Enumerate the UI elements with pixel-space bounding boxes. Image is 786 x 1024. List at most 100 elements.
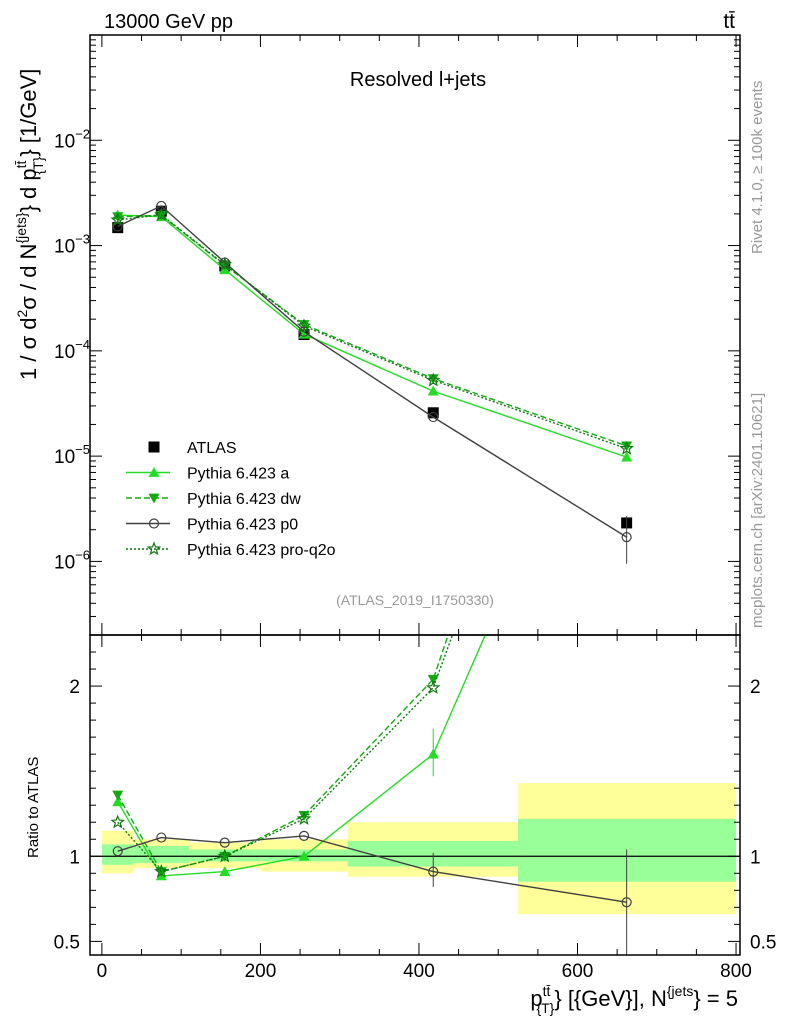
x-tick-label: 800 bbox=[720, 961, 752, 982]
x-tick-label: 0 bbox=[97, 961, 108, 982]
xlabel-sup-tt: tt̄ bbox=[543, 983, 551, 999]
point-pythia_a bbox=[298, 328, 310, 339]
process-label: tt̄ bbox=[723, 10, 735, 33]
legend-entry-pythia_p0: Pythia 6.423 p0 bbox=[126, 517, 298, 534]
ratio-y-axis-label: Ratio to ATLAS bbox=[25, 757, 42, 858]
ylabel-dp: } d p bbox=[16, 168, 41, 212]
x-axis-label: ptt̄ {T}} [{GeV}], N{jets} = 5 bbox=[530, 983, 738, 1016]
ylabel-unit: } [1/GeV] bbox=[16, 69, 41, 157]
main-y-axis-label: 1 / σ d2σ / d N{jets}} d ptt̄{T}} [1/GeV… bbox=[13, 69, 46, 380]
ratio-y-tick-label-right: 0.5 bbox=[750, 932, 776, 953]
ylabel-mid: σ / d N bbox=[16, 244, 41, 310]
ratio-point-pythia_dw bbox=[427, 674, 439, 685]
ratio-y-tick-label-left: 2 bbox=[69, 677, 80, 698]
legend-label-pythia_a: Pythia 6.423 a bbox=[187, 466, 289, 483]
xlabel-unit: } [{GeV}], N bbox=[554, 986, 667, 1011]
point-pythia_p0 bbox=[428, 411, 439, 423]
ratio-point-pythia_a bbox=[621, 306, 632, 316]
point-pythia_pro_q2o bbox=[217, 256, 233, 271]
x-tick-label: 400 bbox=[403, 961, 435, 982]
point-pythia_dw bbox=[298, 320, 310, 330]
point-pythia_a bbox=[427, 385, 439, 396]
point-pythia_pro_q2o bbox=[110, 212, 126, 227]
ratio-frame bbox=[89, 634, 741, 956]
main-panel: 10−610−510−410−310−2 bbox=[54, 34, 741, 636]
ratio-line-pythia_p0 bbox=[117, 835, 627, 903]
ratio-y-tick-label-left: 0.5 bbox=[54, 932, 80, 953]
y-tick-label: 10−2 bbox=[54, 126, 90, 152]
series-line-pythia_dw bbox=[117, 214, 627, 447]
legend-marker-pythia_pro_q2o bbox=[146, 541, 162, 556]
point-pythia_dw bbox=[621, 441, 633, 452]
ylabel-sup-tt: tt̄ bbox=[13, 160, 29, 168]
mcplots-label: mcplots.cern.ch [arXiv:2401.10621] bbox=[749, 393, 766, 628]
ratio-y-tick-label-right: 2 bbox=[750, 677, 761, 698]
legend-label-pythia_p0: Pythia 6.423 p0 bbox=[187, 517, 298, 534]
series-pythia_pro_q2o bbox=[110, 207, 634, 455]
ratio-point-pythia_p0 bbox=[298, 830, 310, 841]
legend-entry-pythia_dw: Pythia 6.423 dw bbox=[126, 491, 301, 508]
y-tick-label: 10−3 bbox=[54, 232, 90, 258]
legend-label-pythia_dw: Pythia 6.423 dw bbox=[187, 491, 301, 508]
y-tick-label: 10−5 bbox=[54, 442, 90, 468]
main-series bbox=[110, 200, 634, 564]
series-line-pythia_a bbox=[117, 214, 627, 458]
ratio-point-pythia_p0 bbox=[156, 832, 167, 843]
ratio-line-pythia_a bbox=[117, 635, 487, 877]
ratio-band-inner bbox=[101, 844, 134, 865]
ratio-series bbox=[110, 103, 633, 955]
ratio-y-tick-label-left: 1 bbox=[69, 847, 80, 868]
y-tick-exponent: −5 bbox=[75, 442, 90, 457]
ratio-point-pythia_dw bbox=[112, 790, 124, 801]
ratio-point-pythia_a bbox=[298, 850, 310, 861]
y-tick-mantissa: 10 bbox=[54, 237, 75, 258]
ratio-point-pythia_pro_q2o bbox=[296, 811, 312, 826]
xlabel-p: p bbox=[530, 986, 542, 1011]
point-pythia_pro_q2o bbox=[619, 440, 634, 455]
y-tick-label: 10−6 bbox=[54, 547, 90, 573]
ratio-point-pythia_dw bbox=[621, 103, 632, 113]
ratio-point-pythia_a bbox=[112, 796, 124, 807]
point-pythia_a bbox=[621, 451, 633, 462]
energy-label: 13000 GeV pp bbox=[104, 11, 233, 33]
analysis-id: (ATLAS_2019_I1750330) bbox=[336, 592, 494, 608]
point-pythia_dw bbox=[219, 260, 231, 271]
y-tick-exponent: −3 bbox=[75, 232, 90, 247]
legend-entry-pythia_a: Pythia 6.423 a bbox=[126, 466, 289, 483]
point-pythia_pro_q2o bbox=[154, 207, 169, 221]
ratio-point-pythia_a bbox=[219, 866, 231, 876]
ylabel-sup-jets: {jets} bbox=[13, 212, 29, 243]
ratio-line-pythia_pro_q2o bbox=[117, 635, 454, 873]
y-tick-mantissa: 10 bbox=[54, 342, 75, 363]
ratio-point-pythia_p0 bbox=[112, 846, 123, 857]
ratio-point-pythia_pro_q2o bbox=[425, 680, 441, 694]
ratio-line-pythia_dw bbox=[117, 635, 449, 873]
xlabel-sup-jets: {jets bbox=[667, 983, 693, 999]
ratio-point-pythia_pro_q2o bbox=[217, 848, 233, 863]
point-pythia_p0 bbox=[112, 221, 123, 232]
legend-label-atlas: ATLAS bbox=[187, 440, 237, 457]
xlabel-sub-t: {T} bbox=[536, 1000, 554, 1016]
point-pythia_pro_q2o bbox=[296, 318, 312, 333]
point-pythia_dw bbox=[112, 212, 124, 223]
ylabel-prefix: 1 / σ d bbox=[16, 318, 41, 381]
x-tick-label: 200 bbox=[245, 961, 277, 982]
y-tick-exponent: −6 bbox=[75, 547, 90, 562]
legend-marker-pythia_a bbox=[148, 467, 160, 477]
ratio-point-pythia_pro_q2o bbox=[110, 814, 126, 829]
ratio-point-pythia_pro_q2o bbox=[154, 863, 169, 878]
ratio-panel: 0.5 0.5 1 1 2 2 bbox=[54, 103, 776, 956]
point-pythia_dw bbox=[427, 374, 439, 385]
xlabel-eq: } = 5 bbox=[693, 986, 738, 1011]
ratio-point-pythia_pro_q2o bbox=[621, 152, 633, 163]
legend: ATLAS Pythia 6.423 a Pythia 6.423 dw Pythia… bbox=[126, 440, 336, 559]
ratio-series-pythia_pro_q2o bbox=[110, 152, 633, 878]
x-tick-label: 600 bbox=[562, 961, 594, 982]
y-tick-label: 10−4 bbox=[54, 337, 90, 363]
legend-marker-pythia_dw bbox=[148, 493, 160, 504]
series-pythia_dw bbox=[112, 210, 633, 452]
y-tick-exponent: −2 bbox=[75, 126, 90, 141]
ratio-band-inner bbox=[133, 846, 190, 864]
point-atlas bbox=[112, 222, 124, 234]
